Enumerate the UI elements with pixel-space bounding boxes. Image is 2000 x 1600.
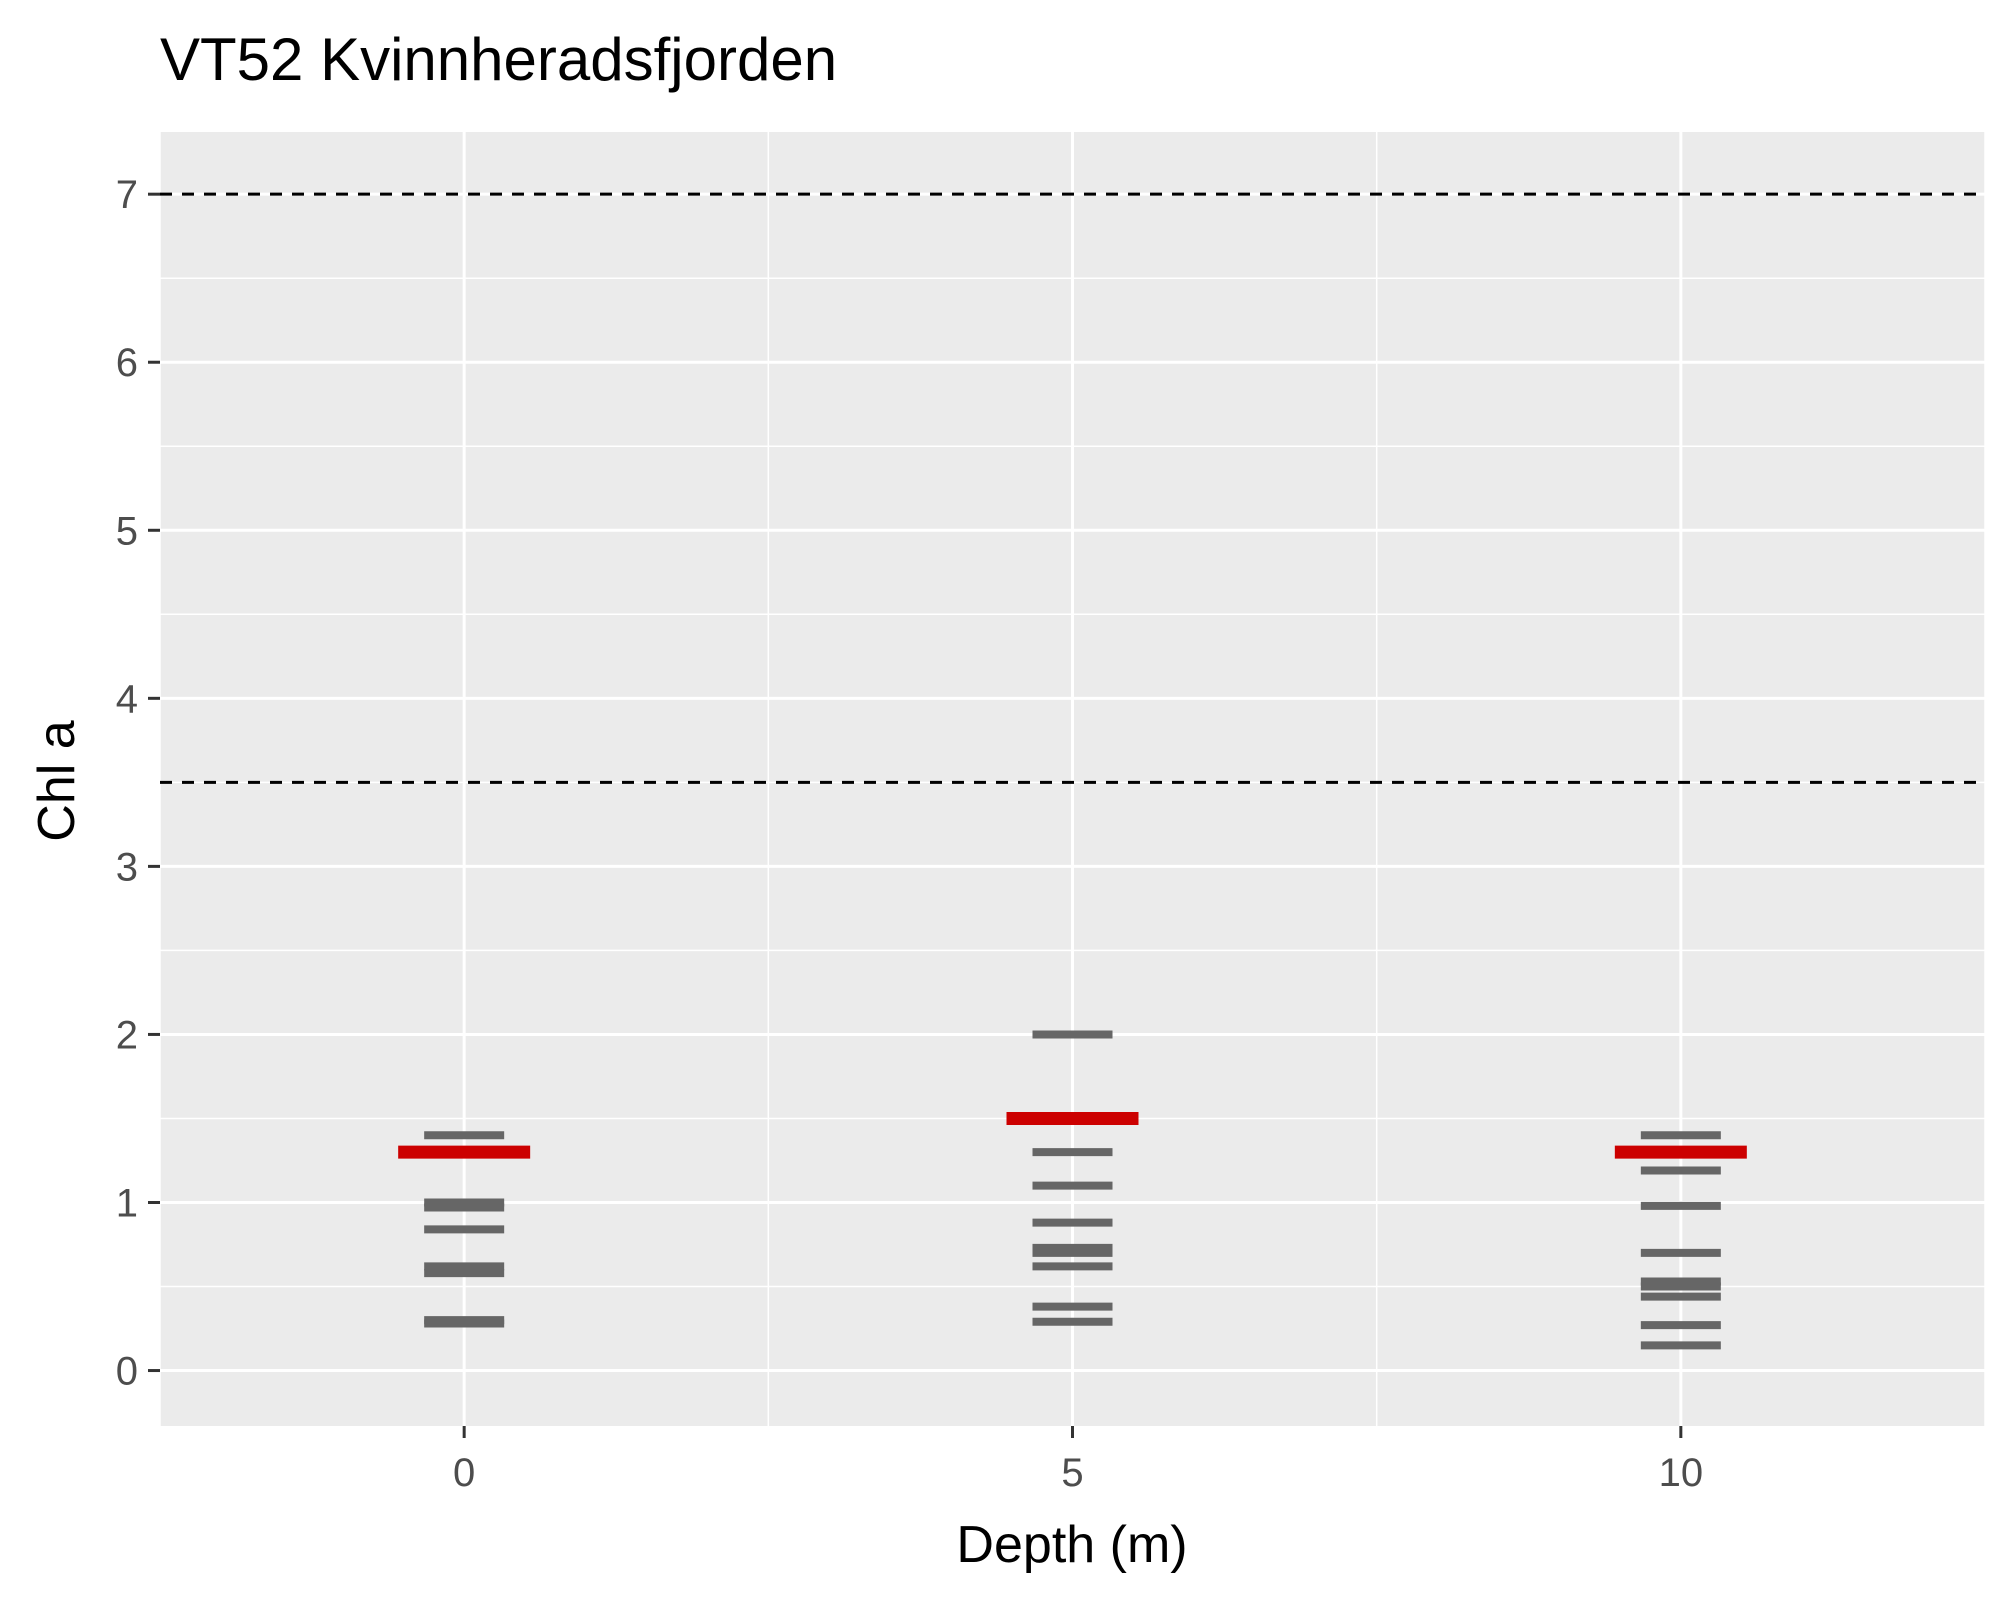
y-tick-label: 0	[116, 1350, 138, 1394]
x-tick-label: 10	[1659, 1451, 1704, 1495]
y-tick-label: 2	[116, 1013, 138, 1057]
y-tick-label: 3	[116, 845, 138, 889]
y-axis-title: Chl a	[28, 720, 86, 841]
y-tick-label: 4	[116, 677, 138, 721]
x-tick-label: 5	[1061, 1451, 1083, 1495]
y-tick-label: 1	[116, 1181, 138, 1225]
y-tick-label: 7	[116, 173, 138, 217]
x-axis-title: Depth (m)	[956, 1516, 1187, 1574]
reference-lines	[160, 192, 1985, 784]
x-axis: 0 5 10	[453, 1426, 1703, 1495]
chart-title: VT52 Kvinnheradsfjorden	[160, 26, 837, 93]
y-axis: 0 1 2 3 4 5 6 7	[116, 173, 160, 1394]
y-tick-label: 5	[116, 509, 138, 553]
x-tick-label: 0	[453, 1451, 475, 1495]
data-marks	[398, 1030, 1747, 1350]
y-tick-label: 6	[116, 341, 138, 385]
